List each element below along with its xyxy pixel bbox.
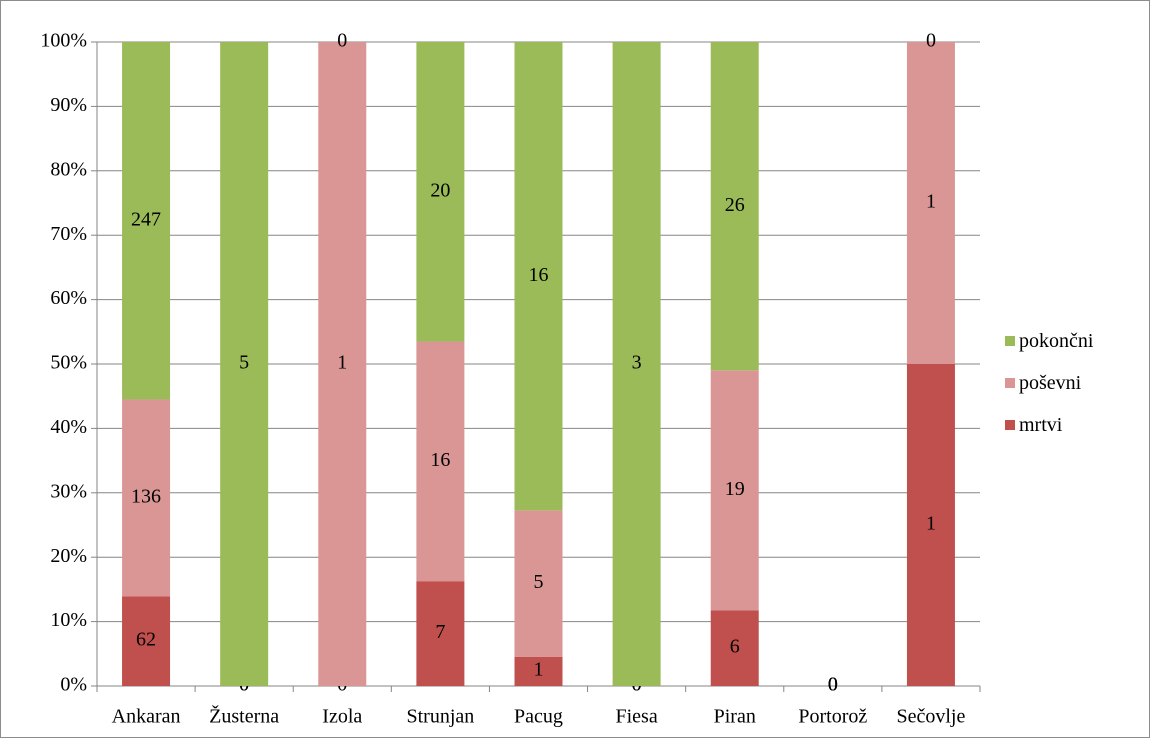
data-label: 3 bbox=[632, 352, 642, 374]
data-label: 0 bbox=[828, 674, 838, 696]
bar-segment-pokončni bbox=[710, 42, 759, 371]
bar-segment-poševni bbox=[122, 399, 171, 597]
data-label: 0 bbox=[828, 674, 838, 696]
legend-label: pokončni bbox=[1019, 329, 1094, 352]
y-tick-label: 0% bbox=[60, 674, 87, 696]
legend-item: poševni bbox=[1005, 362, 1093, 404]
bar-segment-poševni bbox=[710, 370, 759, 611]
bar-segment-mrtvi bbox=[906, 364, 955, 686]
legend-swatch bbox=[1005, 420, 1015, 430]
bar-segment-poševni bbox=[514, 510, 563, 657]
data-label: 247 bbox=[131, 208, 161, 230]
y-tick-label: 20% bbox=[50, 545, 87, 567]
bar-segment-pokončni bbox=[220, 42, 269, 686]
bar-segment-pokončni bbox=[122, 42, 171, 400]
data-label: 7 bbox=[435, 621, 445, 643]
data-label: 16 bbox=[529, 264, 549, 286]
x-tick-label: Žusterna bbox=[209, 705, 279, 728]
data-label: 1 bbox=[337, 352, 347, 374]
data-label: 26 bbox=[725, 194, 745, 216]
data-label: 136 bbox=[131, 485, 161, 507]
data-label: 1 bbox=[534, 659, 544, 681]
bar-segment-poševni bbox=[318, 42, 367, 686]
y-tick-label: 80% bbox=[50, 158, 87, 180]
bar-segment-poševni bbox=[416, 341, 465, 582]
legend-label: mrtvi bbox=[1019, 413, 1063, 436]
data-label: 0 bbox=[926, 30, 936, 52]
y-tick-label: 30% bbox=[50, 480, 87, 502]
y-tick-label: 70% bbox=[50, 223, 87, 245]
bar-segment-pokončni bbox=[514, 42, 563, 511]
y-tick-label: 60% bbox=[50, 287, 87, 309]
data-label: 1 bbox=[926, 191, 936, 213]
legend: pokončni poševni mrtvi bbox=[1005, 320, 1093, 446]
bar-segment-pokončni bbox=[612, 42, 661, 686]
x-tick-label: Piran bbox=[714, 706, 756, 728]
y-tick-label: 50% bbox=[50, 352, 87, 374]
data-label: 5 bbox=[239, 352, 249, 374]
bar-segment-pokončni bbox=[416, 42, 465, 342]
legend-swatch bbox=[1005, 378, 1015, 388]
x-tick-label: Sečovlje bbox=[897, 706, 966, 728]
legend-item: mrtvi bbox=[1005, 404, 1093, 446]
data-label: 0 bbox=[828, 674, 838, 696]
x-tick-label: Strunjan bbox=[406, 706, 474, 728]
data-label: 1 bbox=[926, 513, 936, 535]
x-tick-label: Pacug bbox=[514, 706, 563, 728]
data-label: 5 bbox=[534, 571, 544, 593]
data-label: 19 bbox=[725, 478, 745, 500]
data-label: 20 bbox=[430, 179, 450, 201]
x-tick-label: Fiesa bbox=[616, 706, 658, 728]
bar-segment-poševni bbox=[906, 42, 955, 364]
bar-segment-mrtvi bbox=[122, 596, 171, 686]
legend-label: poševni bbox=[1019, 371, 1082, 394]
x-tick-label: Portorož bbox=[798, 706, 867, 728]
y-tick-label: 100% bbox=[40, 30, 87, 52]
y-tick-label: 40% bbox=[50, 416, 87, 438]
x-tick-label: Izola bbox=[322, 706, 362, 728]
bar-segment-mrtvi bbox=[514, 656, 563, 686]
data-label: 6 bbox=[730, 636, 740, 658]
legend-swatch bbox=[1005, 336, 1015, 346]
bar-segment-mrtvi bbox=[710, 610, 759, 686]
y-tick-label: 90% bbox=[50, 94, 87, 116]
data-label: 0 bbox=[337, 30, 347, 52]
y-tick-label: 10% bbox=[50, 609, 87, 631]
data-label: 16 bbox=[430, 449, 450, 471]
bar-segment-mrtvi bbox=[416, 581, 465, 686]
legend-item: pokončni bbox=[1005, 320, 1093, 362]
x-tick-label: Ankaran bbox=[112, 706, 181, 728]
data-label: 62 bbox=[136, 629, 156, 651]
